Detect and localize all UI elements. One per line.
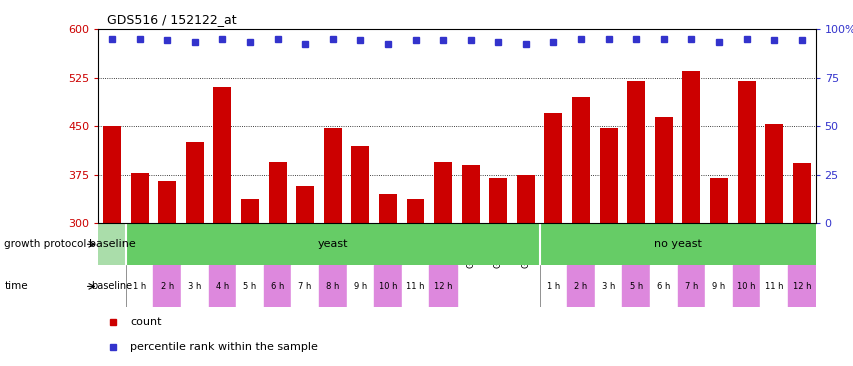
- Text: growth protocol: growth protocol: [4, 239, 86, 249]
- Bar: [676, 265, 705, 307]
- Bar: [406, 199, 424, 223]
- Text: 8 h: 8 h: [326, 282, 339, 291]
- Text: baseline: baseline: [91, 281, 132, 291]
- Text: 7 h: 7 h: [684, 282, 697, 291]
- Bar: [626, 81, 644, 223]
- Bar: [98, 223, 125, 265]
- Bar: [595, 265, 622, 307]
- Bar: [654, 116, 672, 223]
- Bar: [98, 265, 125, 307]
- Text: count: count: [131, 317, 162, 327]
- Text: 3 h: 3 h: [188, 282, 201, 291]
- Bar: [125, 223, 539, 265]
- Bar: [572, 97, 589, 223]
- Bar: [158, 181, 176, 223]
- Bar: [264, 265, 291, 307]
- Text: 12 h: 12 h: [433, 282, 452, 291]
- Text: GDS516 / 152122_at: GDS516 / 152122_at: [107, 12, 236, 26]
- Bar: [539, 223, 815, 265]
- Bar: [649, 265, 676, 307]
- Bar: [351, 146, 368, 223]
- Text: 4 h: 4 h: [216, 282, 229, 291]
- Bar: [709, 178, 727, 223]
- Bar: [125, 265, 154, 307]
- Text: 9 h: 9 h: [353, 282, 367, 291]
- Bar: [732, 265, 759, 307]
- Bar: [705, 265, 732, 307]
- Text: 1 h: 1 h: [133, 282, 146, 291]
- Bar: [461, 165, 479, 223]
- Bar: [236, 265, 264, 307]
- Bar: [154, 265, 181, 307]
- Bar: [181, 265, 208, 307]
- Bar: [241, 199, 258, 223]
- Bar: [131, 173, 148, 223]
- Text: yeast: yeast: [317, 239, 347, 249]
- Bar: [544, 113, 562, 223]
- Text: baseline: baseline: [89, 239, 136, 249]
- Text: 5 h: 5 h: [629, 282, 642, 291]
- Bar: [516, 175, 534, 223]
- Bar: [682, 71, 699, 223]
- Bar: [622, 265, 649, 307]
- Text: 6 h: 6 h: [656, 282, 670, 291]
- Text: no yeast: no yeast: [653, 239, 700, 249]
- Bar: [764, 124, 782, 223]
- Bar: [186, 142, 204, 223]
- Bar: [759, 265, 787, 307]
- Text: 2 h: 2 h: [574, 282, 587, 291]
- Bar: [792, 163, 809, 223]
- Text: 12 h: 12 h: [792, 282, 810, 291]
- Text: 3 h: 3 h: [601, 282, 615, 291]
- Bar: [429, 265, 456, 307]
- Bar: [737, 81, 755, 223]
- Bar: [103, 126, 121, 223]
- Text: 9 h: 9 h: [711, 282, 725, 291]
- Text: 10 h: 10 h: [736, 282, 755, 291]
- Bar: [539, 265, 566, 307]
- Bar: [379, 194, 397, 223]
- Bar: [346, 265, 374, 307]
- Bar: [268, 162, 286, 223]
- Text: 2 h: 2 h: [160, 282, 174, 291]
- Bar: [566, 265, 595, 307]
- Bar: [489, 178, 507, 223]
- Bar: [318, 265, 346, 307]
- Text: 10 h: 10 h: [378, 282, 397, 291]
- Bar: [296, 186, 314, 223]
- Bar: [599, 128, 617, 223]
- Bar: [323, 128, 341, 223]
- Bar: [291, 265, 318, 307]
- Text: 6 h: 6 h: [270, 282, 284, 291]
- Text: 7 h: 7 h: [298, 282, 311, 291]
- Text: 11 h: 11 h: [406, 282, 424, 291]
- Text: time: time: [4, 281, 28, 291]
- Text: percentile rank within the sample: percentile rank within the sample: [131, 343, 318, 352]
- Bar: [401, 265, 429, 307]
- Bar: [213, 87, 231, 223]
- Bar: [374, 265, 401, 307]
- Text: 1 h: 1 h: [546, 282, 560, 291]
- Bar: [433, 162, 451, 223]
- Bar: [208, 265, 236, 307]
- Bar: [787, 265, 815, 307]
- Text: 5 h: 5 h: [243, 282, 256, 291]
- Text: 11 h: 11 h: [764, 282, 782, 291]
